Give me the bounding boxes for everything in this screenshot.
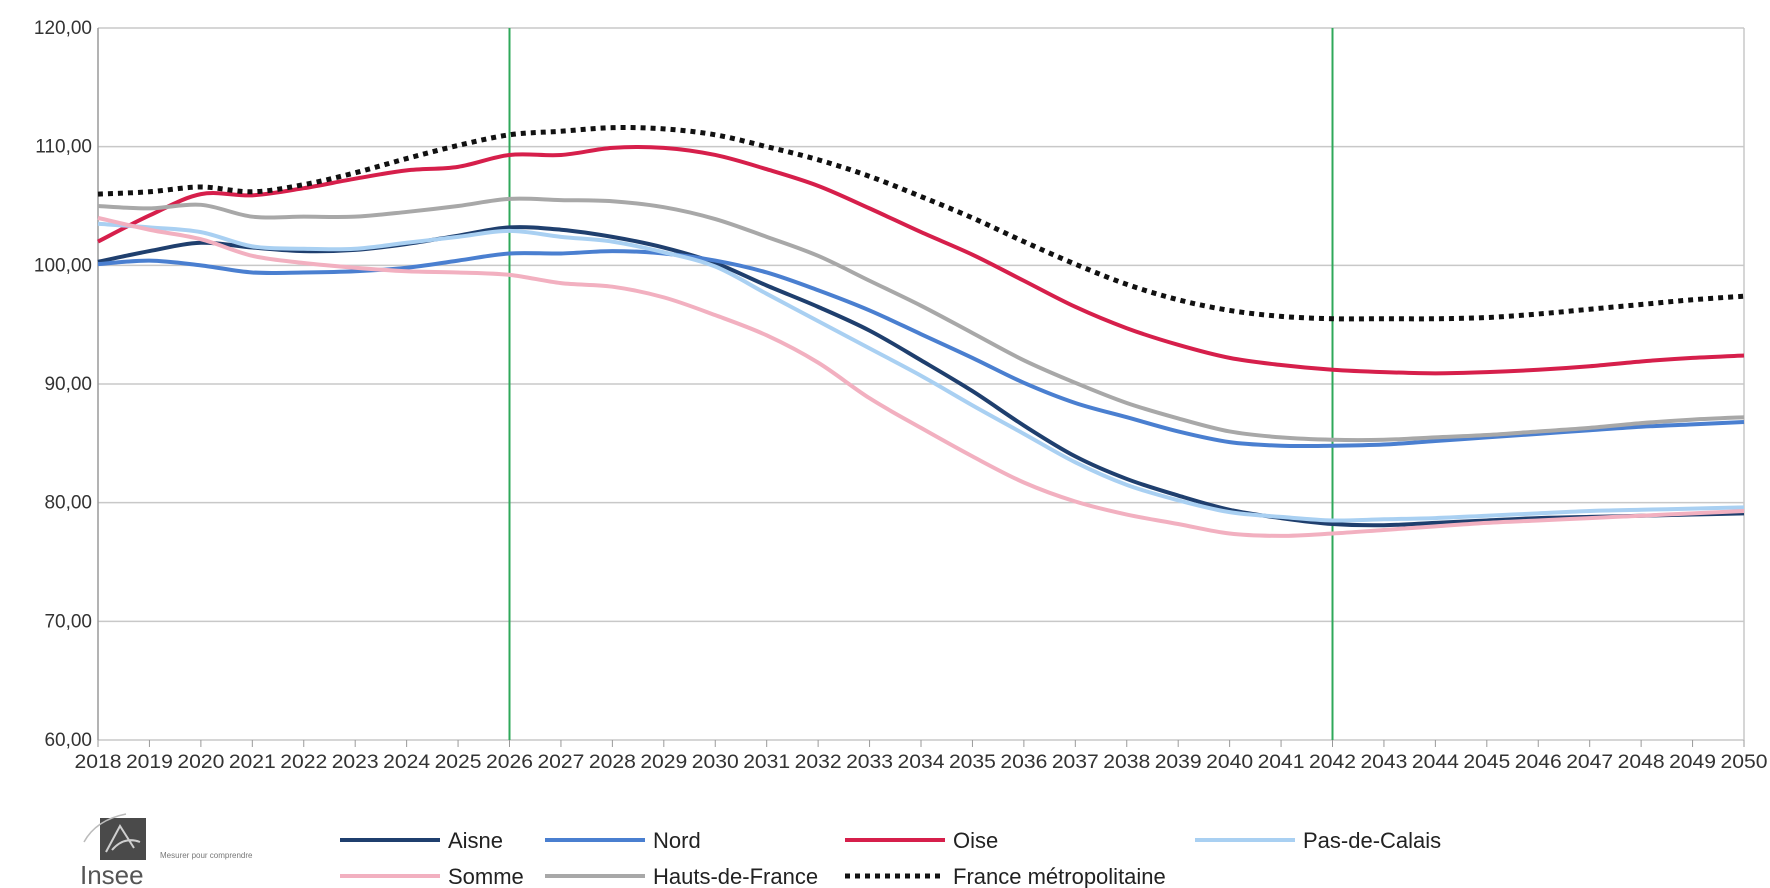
x-tick-label: 2050 (1721, 752, 1768, 773)
x-tick-label: 2038 (1103, 752, 1150, 773)
series-line-nord (97, 249, 1745, 449)
axes (97, 28, 1745, 747)
x-tick-label: 2043 (1360, 752, 1407, 773)
y-tick-label: 110,00 (35, 137, 92, 158)
insee-logo: Insee Mesurer pour comprendre (80, 813, 253, 888)
y-tick-label: 90,00 (44, 374, 92, 395)
series-line-somme (97, 215, 1745, 538)
x-tick-label: 2033 (846, 752, 893, 773)
x-tick-label: 2034 (898, 752, 945, 773)
x-tick-label: 2049 (1669, 752, 1716, 773)
x-tick-label: 2021 (229, 752, 276, 773)
x-tick-label: 2042 (1309, 752, 1356, 773)
series-line-france-m-tropolitaine (97, 125, 1745, 322)
x-tick-label: 2020 (177, 752, 224, 773)
logo-arc (83, 813, 127, 843)
x-tick-label: 2027 (537, 752, 584, 773)
x-tick-label: 2029 (640, 752, 687, 773)
x-tick-label: 2018 (75, 752, 122, 773)
x-tick-label: 2048 (1618, 752, 1665, 773)
x-tick-labels: 2018 2019 2020 2021 2022 2023 2024 2025 2026 2027… (75, 752, 1768, 773)
x-tick-label: 2040 (1206, 752, 1253, 773)
legend: Aisne Nord Oise Pas-de-Calais Somme Hauts-de-… (340, 828, 1441, 888)
legend-label: Hauts-de-France (653, 864, 818, 888)
x-tick-label: 2032 (795, 752, 842, 773)
legend-label: France métropolitaine (953, 864, 1166, 888)
legend-label: Aisne (448, 828, 503, 853)
x-tick-label: 2036 (1000, 752, 1047, 773)
logo-mark (100, 818, 146, 860)
series-line-oise (97, 144, 1745, 376)
y-tick-label: 70,00 (44, 611, 92, 632)
legend-label: Somme (448, 864, 524, 888)
x-tick-label: 2019 (126, 752, 173, 773)
x-tick-label: 2024 (383, 752, 430, 773)
y-tick-labels: 60,00 70,00 80,00 90,00 100,00 110,00 120,00 (34, 18, 92, 751)
logo-tagline: Mesurer pour comprendre (160, 851, 253, 860)
series-line-hauts-de-france (97, 196, 1745, 443)
x-tick-label: 2047 (1566, 752, 1613, 773)
x-tick-label: 2031 (743, 752, 790, 773)
grid-lines (98, 27, 1744, 741)
x-tick-label: 2045 (1463, 752, 1510, 773)
vertical-markers (508, 28, 1334, 740)
x-tick-label: 2037 (1052, 752, 1099, 773)
series-lines (97, 125, 1745, 538)
logo-mark-stroke (105, 824, 141, 853)
x-tick-label: 2026 (486, 752, 533, 773)
x-tick-label: 2028 (589, 752, 636, 773)
y-tick-label: 60,00 (44, 730, 92, 751)
x-tick-label: 2025 (435, 752, 482, 773)
series-line-pas-de-calais (97, 221, 1745, 523)
y-tick-label: 80,00 (44, 493, 92, 514)
logo-name: Insee (80, 860, 144, 888)
y-tick-label: 120,00 (34, 18, 92, 39)
legend-label: Pas-de-Calais (1303, 828, 1441, 853)
x-tick-label: 2022 (280, 752, 327, 773)
x-tick-label: 2023 (332, 752, 379, 773)
y-tick-label: 100,00 (34, 255, 92, 276)
x-tick-label: 2039 (1155, 752, 1202, 773)
x-tick-label: 2030 (692, 752, 739, 773)
legend-label: Oise (953, 828, 998, 853)
x-tick-label: 2046 (1515, 752, 1562, 773)
x-tick-label: 2041 (1258, 752, 1305, 773)
x-tick-label: 2044 (1412, 752, 1459, 773)
x-tick-label: 2035 (949, 752, 996, 773)
legend-label: Nord (653, 828, 701, 853)
